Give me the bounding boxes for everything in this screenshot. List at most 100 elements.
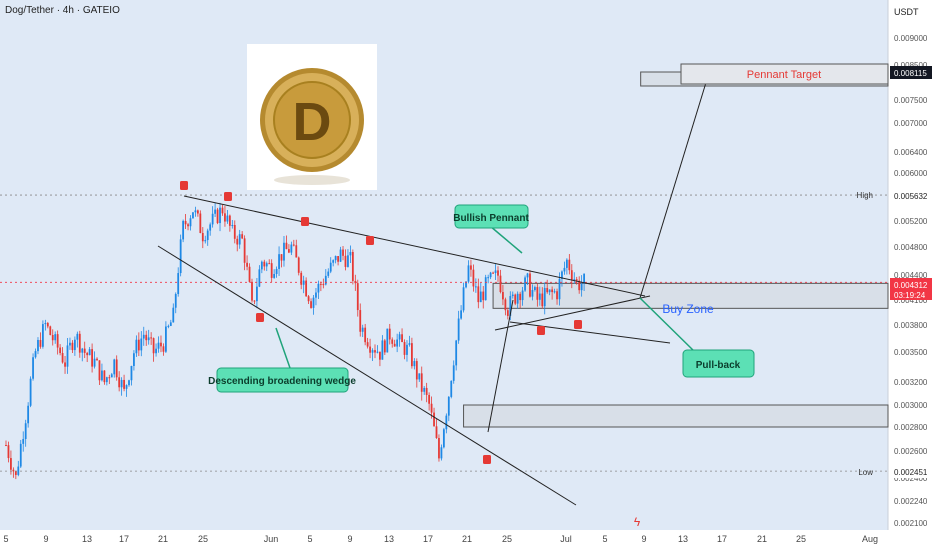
pullback-label: Pull-back	[696, 360, 741, 371]
price-tick-label: 0.002800	[894, 423, 928, 432]
candle-body	[61, 353, 64, 363]
candle-body	[241, 234, 244, 239]
price-tick-label: 0.003000	[894, 401, 928, 410]
candle-body	[521, 290, 524, 301]
candle-body	[157, 342, 160, 349]
pennant-lower-line	[494, 295, 651, 331]
candle-body	[548, 289, 551, 293]
candle-body	[356, 283, 359, 311]
candle-body	[482, 291, 485, 301]
candle-body	[536, 287, 539, 300]
candle-body	[24, 423, 27, 439]
candle-body	[113, 359, 116, 375]
candle-body	[256, 286, 258, 302]
price-tick-label: 0.004400	[894, 271, 928, 280]
candle-body	[472, 269, 475, 287]
candle-body	[174, 293, 177, 308]
candle-body	[214, 209, 216, 214]
candle-body	[10, 458, 12, 470]
candle-body	[39, 339, 42, 347]
candle-body	[558, 278, 561, 300]
time-tick-label: 21	[757, 534, 767, 544]
candle-body	[145, 334, 148, 341]
candle-body	[447, 396, 450, 416]
candle-body	[37, 339, 39, 352]
candle-body	[78, 333, 81, 353]
pivot-marker	[180, 181, 188, 190]
candle-body	[467, 265, 470, 282]
candle-body	[561, 271, 563, 279]
candle-body	[216, 209, 219, 224]
candle-body	[81, 348, 84, 353]
candle-body	[76, 333, 79, 340]
candle-body	[529, 273, 531, 297]
candle-body	[283, 242, 285, 261]
candle-body	[452, 365, 455, 381]
candle-body	[337, 256, 339, 262]
candle-body	[568, 259, 571, 271]
candle-body	[219, 207, 221, 224]
candle-body	[307, 296, 310, 302]
candle-body	[430, 403, 433, 413]
lightning-icon: ϟ	[634, 515, 641, 529]
candle-body	[583, 273, 585, 284]
price-tick-label: 0.003500	[894, 348, 928, 357]
candle-body	[105, 377, 108, 383]
low-value: 0.002451	[894, 468, 928, 477]
candle-body	[152, 338, 155, 354]
price-badges: High 0.005632 Low 0.002451 0.008115 0.00…	[857, 66, 932, 478]
candle-body	[211, 213, 214, 225]
candle-body	[450, 380, 453, 397]
candle-body	[184, 220, 187, 225]
time-tick-label: 13	[82, 534, 92, 544]
candle-body	[29, 378, 32, 406]
candle-body	[319, 283, 322, 285]
candle-body	[297, 257, 300, 273]
current-price-value: 0.004312	[894, 281, 928, 290]
price-tick-label: 0.004800	[894, 243, 928, 252]
candle-body	[388, 328, 391, 340]
candle-body	[288, 249, 290, 253]
candle-body	[179, 239, 182, 274]
candle-body	[408, 343, 411, 345]
wedge-lower-line	[157, 245, 577, 506]
candle-body	[462, 287, 465, 311]
candle-body	[460, 310, 462, 319]
candle-body	[489, 272, 492, 278]
pivot-marker	[224, 192, 232, 201]
candle-body	[196, 210, 199, 214]
time-tick-label: 25	[796, 534, 806, 544]
candle-body	[442, 429, 445, 448]
candle-body	[120, 379, 123, 388]
candle-body	[248, 266, 251, 282]
price-tick-label: 0.006400	[894, 148, 928, 157]
annotations: Pennant Target Bullish Pennant Buy Zone …	[208, 63, 889, 529]
candle-body	[246, 262, 248, 267]
candle-body	[115, 359, 118, 378]
time-tick-label: 17	[423, 534, 433, 544]
candle-body	[546, 287, 549, 293]
candle-body	[411, 343, 413, 367]
candle-body	[221, 207, 224, 214]
candle-body	[110, 374, 113, 378]
candle-body	[260, 261, 263, 270]
candle-body	[376, 351, 379, 353]
candle-body	[233, 224, 236, 239]
candle-body	[438, 437, 440, 459]
candle-body	[209, 224, 212, 231]
candle-body	[137, 339, 140, 351]
candle-body	[420, 373, 423, 392]
price-tick-label: 0.006000	[894, 169, 928, 178]
pivot-marker	[256, 313, 264, 322]
candle-body	[440, 447, 443, 459]
candle-body	[300, 272, 303, 285]
candle-body	[135, 339, 138, 354]
candle-body	[226, 215, 229, 222]
candle-body	[165, 326, 167, 352]
candle-body	[332, 260, 335, 263]
candle-body	[423, 387, 426, 392]
time-tick-label: 21	[462, 534, 472, 544]
candle-body	[398, 334, 401, 340]
candle-body	[516, 293, 519, 304]
